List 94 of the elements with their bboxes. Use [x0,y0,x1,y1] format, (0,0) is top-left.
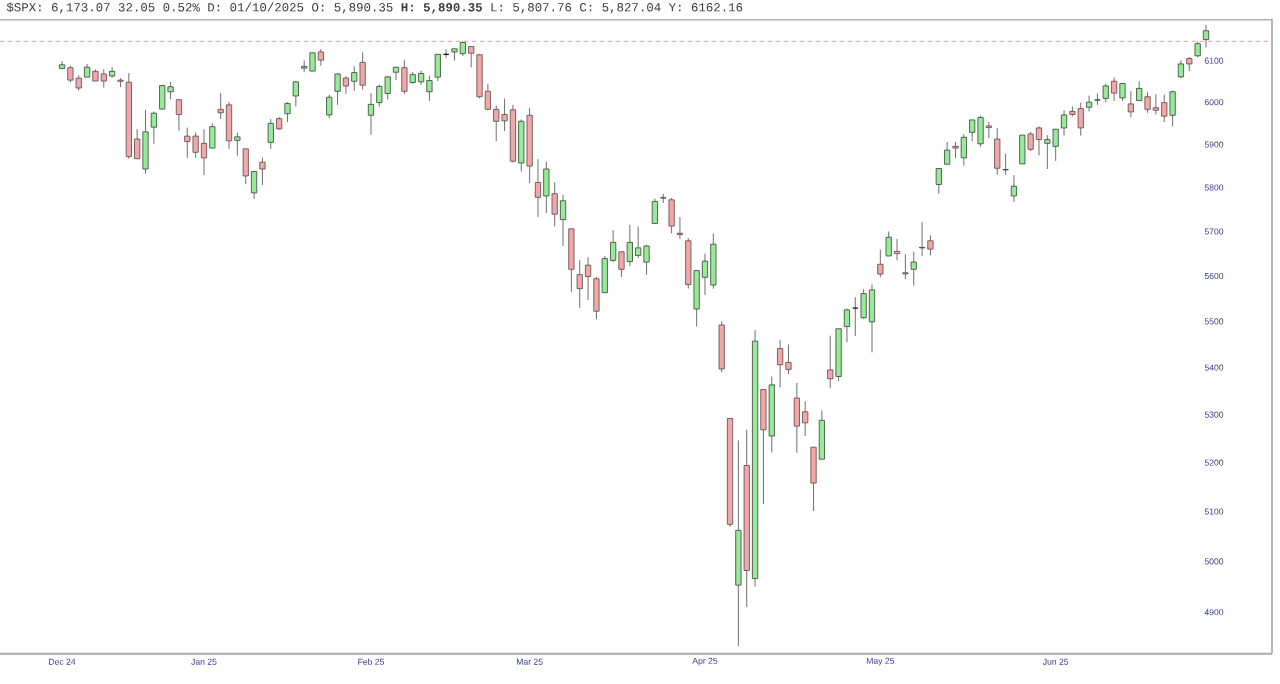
candlestick [534,158,542,218]
candlestick [1161,94,1168,123]
candlestick [877,249,884,278]
candlestick [225,101,233,150]
candlestick [434,53,441,82]
candlestick [200,128,208,176]
candlestick [518,119,525,173]
candlestick [1094,92,1101,106]
candlestick [234,132,241,157]
candlestick [618,251,625,278]
candlestick [184,127,191,159]
candlestick [209,122,216,149]
candlestick [835,328,842,382]
candlestick [676,216,683,240]
candlestick [985,121,992,139]
candlestick [994,127,1001,176]
candlestick [551,181,558,228]
candlestick [944,141,951,165]
candlestick [935,167,942,195]
candlestick [442,48,450,59]
candlestick [1019,134,1026,165]
candlestick [969,119,976,142]
candlestick [376,84,383,108]
candlestick [651,198,658,224]
candlestick [401,59,408,95]
candlestick [810,446,817,512]
candlestick [777,339,784,388]
candlestick [468,46,475,68]
candlestick [852,296,859,337]
candlestick [426,75,433,102]
candlestick [827,335,834,389]
candlestick [334,73,341,106]
candlestick [960,133,967,167]
candlestick [1044,134,1051,170]
candlestick [1086,95,1093,112]
candlestick [1077,102,1084,137]
candlestick [1027,131,1034,152]
candlestick [593,276,600,320]
candlestick [1102,83,1109,103]
candlestick [668,197,675,234]
candlestick [718,320,725,373]
candlestick [559,194,567,247]
candlestick [1127,90,1134,118]
candlestick [977,115,984,148]
candlestick [1052,128,1059,162]
candlestick [568,228,575,293]
candlestick [384,75,391,100]
candlestick [150,110,157,145]
candlestick [175,98,182,132]
candlestick [710,233,717,290]
candlestick [843,308,850,343]
candlestick [1002,153,1009,176]
candlestick [142,109,149,175]
candlestick [242,148,249,185]
candlestick [893,238,901,261]
candlestick [309,52,316,72]
candlestick [1136,80,1143,102]
candlestick [576,259,583,309]
candlestick [910,251,917,286]
candlestick [543,161,550,214]
candlestick [1144,91,1151,114]
candlestick [1035,125,1043,156]
candlestick [868,284,876,353]
candlestick [326,94,333,119]
candlestick [284,101,291,123]
candlestick [267,118,274,150]
candlestick [192,131,199,159]
candlestick [802,400,809,437]
candlestick [685,237,692,290]
candlestick [785,343,792,375]
candlestick [109,66,116,79]
candlestick [359,51,366,91]
candlestick [259,156,266,186]
candlestick [643,244,650,276]
candlestick [392,66,400,81]
candlestick [1010,174,1018,203]
candlestick [902,253,909,280]
candlestick [292,80,299,108]
candlestick [860,288,867,320]
candlestick [760,389,767,505]
candlestick [100,68,107,89]
candlestick [885,230,892,257]
candlestick [635,226,642,259]
candlestick [159,85,166,110]
candlestick [1060,109,1068,137]
candlestick [251,171,258,200]
candlestick [367,92,375,136]
candlestick [1169,90,1176,127]
candlestick [1202,24,1210,48]
candlestick [351,65,358,92]
candlestick [927,234,934,256]
candlestick [919,221,926,257]
candlestick [1111,77,1118,102]
candlestick [818,409,825,460]
